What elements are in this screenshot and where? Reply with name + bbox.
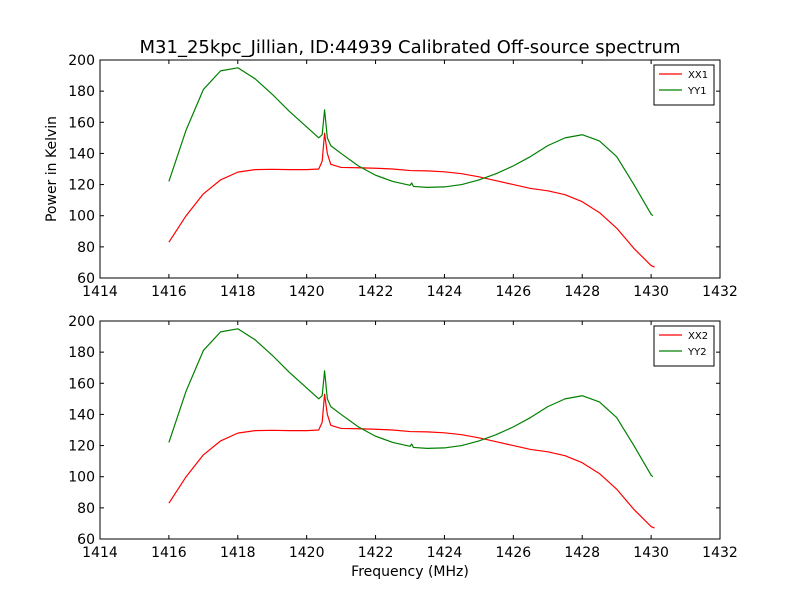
plot-area bbox=[100, 60, 720, 278]
x-tick-label: 1414 bbox=[82, 545, 118, 561]
x-tick-label: 1424 bbox=[427, 284, 463, 300]
x-tick-label: 1420 bbox=[289, 545, 325, 561]
x-tick-label: 1422 bbox=[358, 545, 394, 561]
x-tick-label: 1430 bbox=[633, 545, 669, 561]
x-tick-label: 1428 bbox=[564, 545, 600, 561]
x-tick-label: 1420 bbox=[289, 284, 325, 300]
y-tick-label: 120 bbox=[68, 178, 95, 194]
legend-label-xx1: XX1 bbox=[688, 70, 708, 81]
x-tick-label: 1432 bbox=[702, 545, 738, 561]
figure-title: M31_25kpc_Jillian, ID:44939 Calibrated O… bbox=[140, 37, 681, 58]
y-tick-label: 180 bbox=[68, 84, 95, 100]
legend-label-xx2: XX2 bbox=[688, 331, 708, 342]
y-tick-label: 200 bbox=[68, 53, 95, 69]
legend-box bbox=[653, 64, 715, 106]
x-tick-label: 1414 bbox=[82, 284, 118, 300]
series-line-yy1 bbox=[168, 67, 654, 217]
x-tick-label: 1428 bbox=[564, 284, 600, 300]
x-axis-label: Frequency (MHz) bbox=[351, 564, 469, 580]
y-tick-label: 60 bbox=[77, 271, 95, 287]
series-line-xx2 bbox=[168, 393, 655, 529]
y-tick-label: 60 bbox=[77, 532, 95, 548]
y-tick-label: 140 bbox=[68, 146, 95, 162]
series-line-xx1 bbox=[168, 132, 655, 268]
legend-box bbox=[653, 325, 715, 367]
x-tick-label: 1416 bbox=[151, 545, 187, 561]
legend-label-yy2: YY2 bbox=[687, 347, 707, 358]
plot-area bbox=[100, 321, 720, 539]
x-tick-label: 1424 bbox=[427, 545, 463, 561]
y-tick-label: 160 bbox=[68, 115, 95, 131]
x-tick-label: 1418 bbox=[220, 284, 256, 300]
legend-label-yy1: YY1 bbox=[687, 86, 707, 97]
y-axis-label: Power in Kelvin bbox=[44, 116, 60, 222]
axes-frame bbox=[99, 59, 721, 279]
lower-plot-panel: 1414 1416 1418 1420 1422 1424 1426 1428 1430 1432… bbox=[68, 314, 738, 580]
y-tick-label: 80 bbox=[77, 240, 95, 256]
y-tick-label: 120 bbox=[68, 439, 95, 455]
x-tick-label: 1430 bbox=[633, 284, 669, 300]
axes-frame bbox=[99, 320, 721, 540]
y-tick-label: 160 bbox=[68, 376, 95, 392]
x-tick-label: 1432 bbox=[702, 284, 738, 300]
upper-plot-panel: 1414 1416 1418 1420 1422 1424 1426 1428 1430 1432… bbox=[44, 53, 738, 300]
y-tick-label: 140 bbox=[68, 407, 95, 423]
series-line-yy2 bbox=[168, 328, 654, 478]
y-tick-label: 80 bbox=[77, 501, 95, 517]
x-tick-label: 1418 bbox=[220, 545, 256, 561]
y-tick-label: 100 bbox=[68, 470, 95, 486]
y-tick-label: 200 bbox=[68, 314, 95, 330]
x-tick-label: 1426 bbox=[496, 284, 532, 300]
x-tick-label: 1422 bbox=[358, 284, 394, 300]
y-tick-label: 100 bbox=[68, 209, 95, 225]
y-tick-label: 180 bbox=[68, 345, 95, 361]
x-tick-label: 1416 bbox=[151, 284, 187, 300]
x-tick-label: 1426 bbox=[496, 545, 532, 561]
